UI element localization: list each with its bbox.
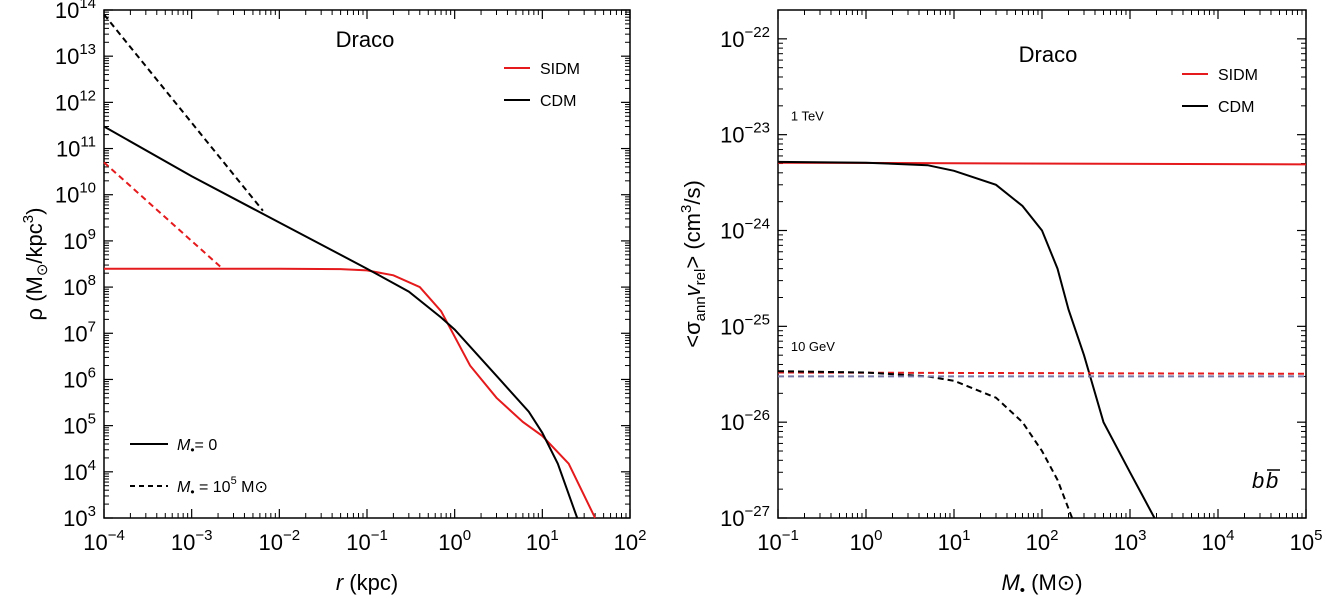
legend-mass-symbol: M xyxy=(177,479,191,496)
axis-ticks: 10−4 10−3 10−2 10−1 100 101 102 103 104 105 106 107… xyxy=(55,0,647,555)
y-tick-label: 10−24 xyxy=(720,216,770,244)
legend-dashed-unit: M⊙ xyxy=(237,479,268,496)
y-label-exponent: 3 xyxy=(20,215,37,223)
x-axis-label: r (kpc) xyxy=(336,570,398,595)
y-tick-label: 108 xyxy=(63,272,96,300)
legend-dashed-text: = 10 xyxy=(195,479,231,496)
x-tick-label: 10−3 xyxy=(171,527,213,555)
x-tick-label: 10−4 xyxy=(83,527,125,555)
channel-b-bar: b xyxy=(1266,468,1278,493)
legend-color: SIDM CDM xyxy=(1182,67,1258,116)
y-tick-label: 1010 xyxy=(55,180,96,208)
series-line-1 xyxy=(104,267,596,519)
x-tick-label: 105 xyxy=(1290,527,1323,555)
y-tick-label: 109 xyxy=(63,226,96,254)
chart-title: Draco xyxy=(336,27,395,52)
x-tick-label: 101 xyxy=(526,527,559,555)
x-tick-label: 10−1 xyxy=(346,527,388,555)
y-label-subscript-rel: rel xyxy=(692,269,709,286)
y-tick-label: 10−22 xyxy=(720,24,770,52)
plot-frame xyxy=(777,9,1307,519)
y-label-velocity: v xyxy=(680,283,705,296)
density-profile-chart: 10−4 10−3 10−2 10−1 100 101 102 103 104 105 106 107… xyxy=(20,0,646,595)
y-tick-label: 10−27 xyxy=(720,503,770,531)
x-tick-label: 103 xyxy=(1114,527,1147,555)
x-axis-unit: (M⊙) xyxy=(1025,570,1083,595)
legend-label-sidm: SIDM xyxy=(540,61,580,78)
y-label-suffix: /s) xyxy=(680,180,705,204)
x-tick-label: 10−2 xyxy=(259,527,301,555)
x-tick-label: 104 xyxy=(1202,527,1235,555)
chart-curves xyxy=(777,160,1307,519)
legend-label-sidm: SIDM xyxy=(1218,67,1258,84)
x-tick-label: 100 xyxy=(850,527,883,555)
y-tick-label: 104 xyxy=(63,457,96,485)
x-axis-subscript: • xyxy=(1020,582,1025,599)
legend-mass-symbol: M xyxy=(177,437,191,454)
x-tick-label: 101 xyxy=(938,527,971,555)
x-tick-label: 100 xyxy=(438,527,471,555)
x-axis-symbol: r xyxy=(336,570,345,595)
y-tick-label: 107 xyxy=(63,318,96,346)
annotation-label: 10 GeV xyxy=(791,339,835,354)
legend-label-cdm: CDM xyxy=(540,93,576,110)
y-label-prefix: ρ (M xyxy=(22,276,47,320)
chart-curves xyxy=(103,13,596,519)
y-tick-label: 10−23 xyxy=(720,120,770,148)
legend-style: M•= 0 M• = 105 M⊙ xyxy=(130,437,268,499)
series-line-2 xyxy=(777,160,1156,519)
y-tick-label: 105 xyxy=(63,411,96,439)
channel-label: b b xyxy=(1252,468,1280,493)
x-axis-label: M• (M⊙) xyxy=(1001,570,1082,599)
y-axis-label: ρ (M⊙/kpc3) xyxy=(20,208,51,321)
y-label-middle: > (cm xyxy=(680,213,705,269)
y-label-exponent: 3 xyxy=(678,205,695,213)
series-line-4 xyxy=(777,370,1074,519)
x-tick-label: 102 xyxy=(1026,527,1059,555)
legend-label-dashed: M• = 105 M⊙ xyxy=(177,475,268,499)
axis-ticks: 10−1 100 101 102 103 104 105 10−27 10−26 10−25 10−… xyxy=(720,9,1323,555)
series-line-2 xyxy=(103,161,223,269)
legend-mass-subscript: • xyxy=(190,485,194,499)
legend-mass-subscript: • xyxy=(190,443,194,457)
y-label-prefix: <σ xyxy=(680,321,705,348)
x-tick-label: 102 xyxy=(614,527,647,555)
y-tick-label: 103 xyxy=(63,503,96,531)
y-label-subscript-ann: ann xyxy=(692,296,709,321)
y-tick-label: 1011 xyxy=(56,134,96,162)
y-label-suffix: ) xyxy=(22,208,47,215)
y-tick-label: 10−25 xyxy=(720,311,770,339)
legend-label-solid: M•= 0 xyxy=(177,437,217,457)
annotations: 1 TeV 10 GeV xyxy=(791,109,835,355)
legend-color: SIDM CDM xyxy=(504,61,580,110)
series-line-3 xyxy=(103,125,579,519)
y-axis-label: <σannvrel> (cm3/s) xyxy=(678,180,709,348)
y-tick-label: 10−26 xyxy=(720,407,770,435)
y-tick-label: 1012 xyxy=(55,87,96,115)
y-label-sun-symbol: ⊙ xyxy=(34,264,51,277)
legend-label-cdm: CDM xyxy=(1218,99,1254,116)
chart-title: Draco xyxy=(1019,42,1078,67)
legend-dashed-exponent: 5 xyxy=(231,475,237,487)
series-line-3 xyxy=(777,371,1307,375)
annihilation-cross-section-chart: 10−1 100 101 102 103 104 105 10−27 10−26 10−25 10−… xyxy=(678,9,1323,599)
y-tick-label: 106 xyxy=(63,364,96,392)
y-tick-label: 1014 xyxy=(55,0,96,23)
x-axis-unit: (kpc) xyxy=(343,570,398,595)
series-line-4 xyxy=(103,13,264,212)
legend-solid-text: = 0 xyxy=(195,437,218,454)
annotation-label: 1 TeV xyxy=(791,109,824,124)
x-tick-label: 10−1 xyxy=(757,527,799,555)
y-label-middle: /kpc xyxy=(22,223,47,263)
x-axis-symbol: M xyxy=(1001,570,1020,595)
y-tick-label: 1013 xyxy=(55,41,96,69)
channel-b: b xyxy=(1252,468,1264,493)
